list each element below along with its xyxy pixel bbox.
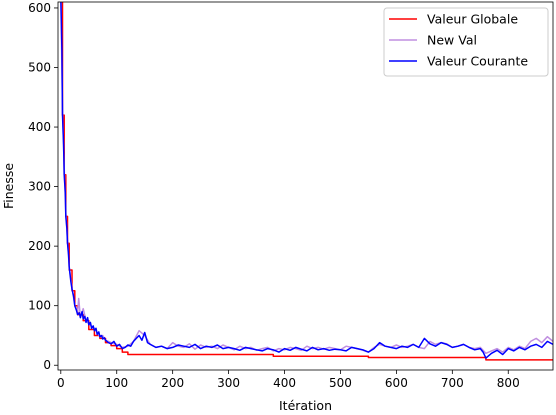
x-tick-label: 200: [161, 376, 184, 390]
x-tick-label: 500: [329, 376, 352, 390]
series-layer: [60, 2, 553, 361]
x-tick-label: 800: [497, 376, 520, 390]
legend-box: [383, 7, 549, 77]
x-tick-label: 600: [385, 376, 408, 390]
y-tick-label: 300: [28, 180, 51, 194]
y-tick-label: 0: [43, 358, 51, 372]
y-axis-ticks: 0 100 200 300 400 500 600: [28, 1, 58, 372]
y-tick-label: 600: [28, 1, 51, 15]
y-tick-label: 100: [28, 299, 51, 313]
series-line-valeur-courante: [60, 2, 553, 359]
plot-frame: [57, 1, 554, 371]
x-tick-label: 400: [273, 376, 296, 390]
legend-label: New Val: [427, 33, 477, 48]
x-axis-ticks: 0 100 200 300 400 500 600 700 800: [57, 370, 520, 390]
legend-label: Valeur Courante: [427, 54, 528, 69]
x-tick-label: 0: [57, 376, 65, 390]
y-tick-label: 500: [28, 61, 51, 75]
y-tick-label: 400: [28, 120, 51, 134]
y-tick-label: 200: [28, 239, 51, 253]
x-axis-label: Itération: [279, 398, 332, 413]
x-tick-label: 100: [105, 376, 128, 390]
x-tick-label: 300: [217, 376, 240, 390]
y-axis-label: Finesse: [1, 163, 16, 209]
legend: Valeur Globale New Val Valeur Courante: [383, 7, 549, 77]
x-tick-label: 700: [441, 376, 464, 390]
legend-label: Valeur Globale: [427, 12, 518, 27]
